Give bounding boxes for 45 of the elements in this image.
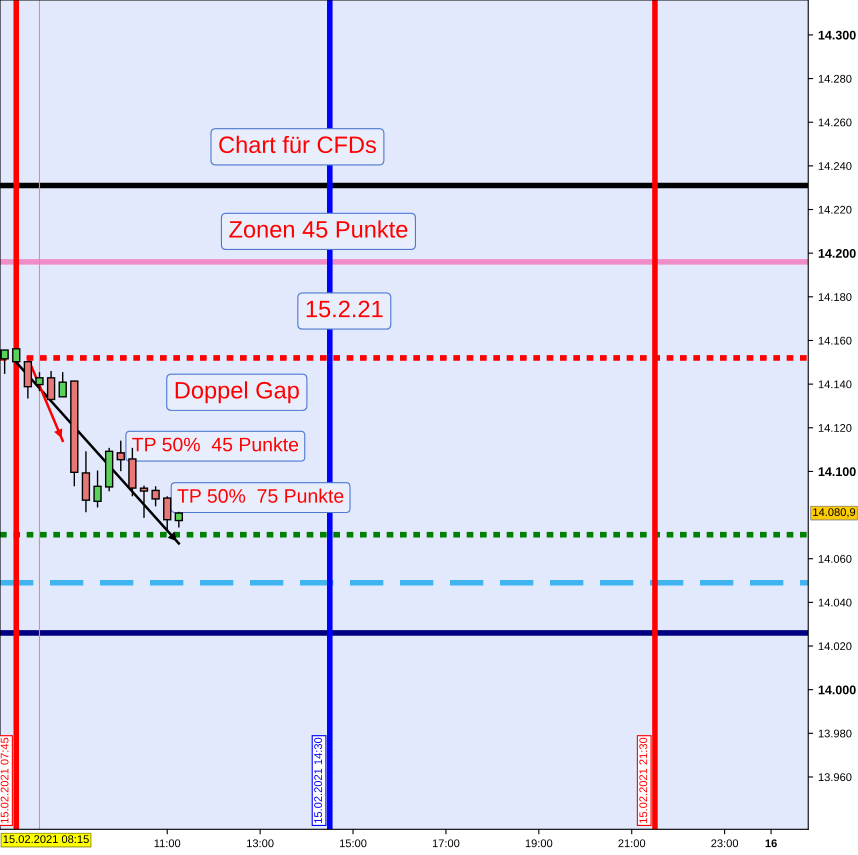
candlestick	[174, 511, 184, 528]
y-tick-label: 14.260	[818, 118, 852, 126]
y-tick-label: 14.020	[818, 642, 852, 650]
x-tick-label: 13:00	[247, 839, 274, 848]
y-tick-label: 14.120	[818, 424, 852, 432]
x-tick-label: 16	[766, 839, 777, 848]
annotation: TP 50% 45 Punkte	[132, 437, 298, 452]
y-tick-label: 14.280	[818, 74, 852, 83]
ref-line-label: 15.02.2021 08:15	[4, 835, 89, 844]
candlestick	[140, 484, 148, 519]
x-tick-label: 21:00	[618, 839, 646, 848]
text: 14.080,9	[813, 508, 856, 518]
y-tick-label: 14.300	[818, 30, 856, 40]
y-tick-label: 14.040	[818, 598, 852, 607]
y-tick-label: 14.200	[818, 248, 856, 258]
y-tick-label: 13.980	[818, 730, 852, 738]
candlestick	[35, 371, 44, 392]
candlestick	[93, 470, 102, 508]
y-tick-label: 14.000	[818, 685, 856, 694]
ref-line-label: 15.02.2021 21:30	[639, 738, 648, 823]
x-tick-label: 17:00	[432, 839, 460, 848]
candlestick	[58, 371, 67, 398]
annotation: Chart für CFDs	[219, 136, 376, 154]
candlestick	[116, 440, 125, 472]
y-tick-label: 14.180	[818, 293, 852, 301]
y-tick-label: 14.160	[818, 336, 852, 345]
x-tick-label: 11:00	[154, 839, 180, 848]
ref-line-label: 15.02.2021 14:30	[314, 738, 322, 823]
candlestick	[163, 496, 172, 530]
candlestick	[46, 370, 56, 402]
x-tick-label: 15:00	[340, 839, 366, 848]
x-tick-label: 19:00	[526, 839, 552, 848]
y-tick-label: 14.140	[818, 380, 852, 388]
y-tick-label: 14.060	[818, 554, 852, 563]
annotation: TP 50% 75 Punkte	[177, 488, 344, 503]
y-tick-label: 14.240	[818, 162, 852, 170]
y-tick-label: 14.100	[818, 467, 856, 476]
y-tick-label: 14.220	[818, 206, 852, 214]
y-tick-label: 13.960	[818, 773, 852, 782]
annotation: Doppel Gap	[176, 381, 299, 404]
annotation: Zonen 45 Punkte	[229, 220, 408, 238]
annotation: 15.2.21	[306, 300, 383, 318]
x-tick-label: 23:00	[711, 839, 738, 848]
candlestick	[151, 486, 160, 508]
ref-line-label: 15.02.2021 07:45	[0, 738, 9, 823]
